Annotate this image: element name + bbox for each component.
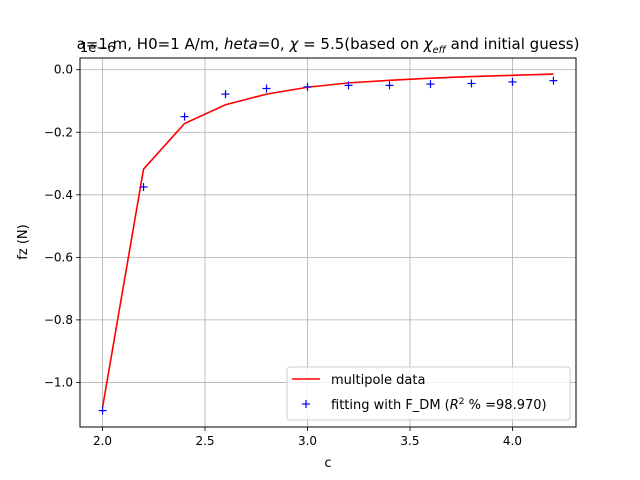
y-tick-label: −0.2 (44, 125, 73, 139)
legend-label-fitting: fitting with F_DM (R2 % =98.970) (331, 397, 547, 413)
title-chi: χ (288, 35, 299, 53)
x-tick-label: 3.5 (400, 434, 419, 448)
fitting-point (426, 80, 435, 89)
title-chi-eff: χ (423, 35, 434, 53)
fitting-point (98, 406, 107, 415)
legend-fit-part: % =98.970) (465, 398, 547, 413)
fitting-point (221, 90, 230, 99)
legend-label-multipole: multipole data (331, 373, 425, 388)
fitting-point (139, 182, 148, 191)
y-axis-ticks: −1.0 −0.8 −0.6 −0.4 −0.2 0.0 (44, 63, 80, 389)
x-tick-label: 3.0 (298, 434, 317, 448)
title-part: =0, (258, 35, 290, 53)
title-part: a=1 m, H0=1 A/m, (77, 35, 224, 53)
legend-marker-swatch (302, 400, 310, 408)
y-tick-label: 0.0 (54, 63, 73, 77)
x-tick-label: 2.5 (195, 434, 214, 448)
grid (80, 58, 576, 427)
y-tick-label: −0.8 (44, 313, 73, 327)
series-multipole-data (101, 73, 554, 408)
title-part: and initial guess) (446, 35, 580, 53)
x-tick-label: 4.0 (503, 434, 522, 448)
fitting-point (303, 82, 312, 91)
fitting-point (467, 79, 476, 88)
line-multipole-data (101, 73, 554, 408)
title-part: = 5.5(based on (298, 35, 423, 53)
chart-title: a=1 m, H0=1 A/m, heta=0, χ = 5.5(based o… (77, 35, 580, 56)
legend-fit-r: R (450, 398, 459, 413)
legend-plus-marker (302, 400, 310, 408)
series-fitting (98, 76, 558, 415)
y-offset-label: 1e−6 (80, 41, 115, 56)
x-tick-label: 2.0 (93, 434, 112, 448)
legend: multipole data fitting with F_DM (R2 % =… (286, 366, 571, 421)
fitting-point (344, 81, 353, 90)
fitting-point (180, 112, 189, 121)
x-axis-ticks: 2.0 2.5 3.0 3.5 4.0 (93, 427, 522, 448)
plot-frame (79, 57, 577, 428)
legend-fit-part: fitting with F_DM ( (331, 398, 450, 413)
fitting-point (262, 84, 271, 93)
legend-fit-sup: 2 (459, 397, 465, 407)
fitting-point (508, 77, 517, 86)
y-tick-label: −1.0 (44, 375, 73, 389)
x-axis-label: c (324, 456, 331, 471)
title-heta: heta (224, 35, 258, 53)
y-axis-label: fz (N) (16, 224, 31, 259)
fitting-point (385, 81, 394, 90)
y-tick-label: −0.6 (44, 250, 73, 264)
fitting-point (549, 76, 558, 85)
legend-box (286, 366, 571, 421)
y-tick-label: −0.4 (44, 188, 73, 202)
title-eff-subscript: eff (433, 45, 448, 56)
